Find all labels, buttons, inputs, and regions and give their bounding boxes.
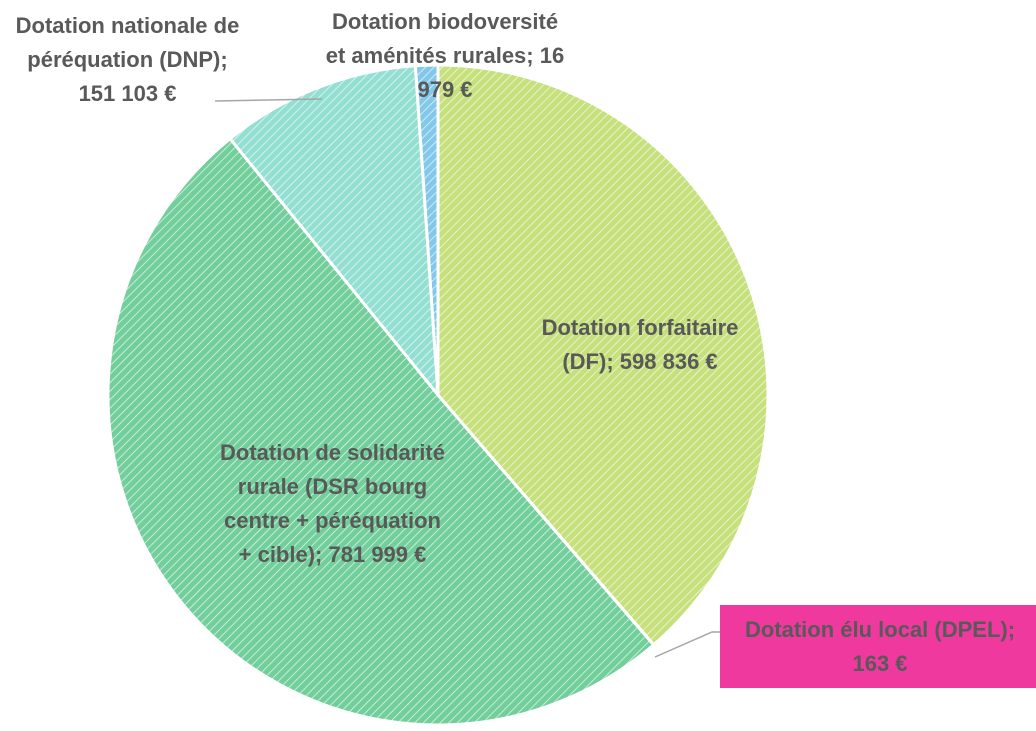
data-label: Dotation de solidarité rurale (DSR bourg… bbox=[220, 436, 445, 572]
value-label: 16 979 € bbox=[417, 43, 565, 102]
category-label: Dotation forfaitaire (DF); bbox=[541, 315, 739, 374]
data-label: Dotation nationale de péréquation (DNP);… bbox=[15, 9, 240, 111]
category-label: Dotation de solidarité rurale (DSR bourg… bbox=[220, 440, 445, 567]
value-label: 781 999 € bbox=[328, 542, 427, 567]
pie-slice bbox=[436, 63, 770, 647]
category-label: Dotation nationale de péréquation (DNP); bbox=[15, 13, 240, 72]
category-label: Dotation biodoversité et aménités rurale… bbox=[325, 9, 559, 68]
label-box bbox=[720, 605, 1036, 688]
value-label: 598 836 € bbox=[619, 349, 718, 374]
value-label: 151 103 € bbox=[78, 81, 177, 106]
pie-slice bbox=[227, 64, 440, 400]
pie-slice bbox=[106, 136, 656, 727]
value-label: 163 € bbox=[852, 651, 908, 676]
data-label: Dotation biodoversité et aménités rurale… bbox=[325, 5, 565, 107]
data-label: Dotation élu local (DPEL); 163 € bbox=[730, 613, 1030, 681]
leader-line bbox=[654, 631, 720, 658]
leader-line bbox=[214, 98, 323, 102]
data-label: Dotation forfaitaire (DF); 598 836 € bbox=[535, 311, 745, 379]
category-label: Dotation élu local (DPEL); bbox=[744, 617, 1016, 642]
